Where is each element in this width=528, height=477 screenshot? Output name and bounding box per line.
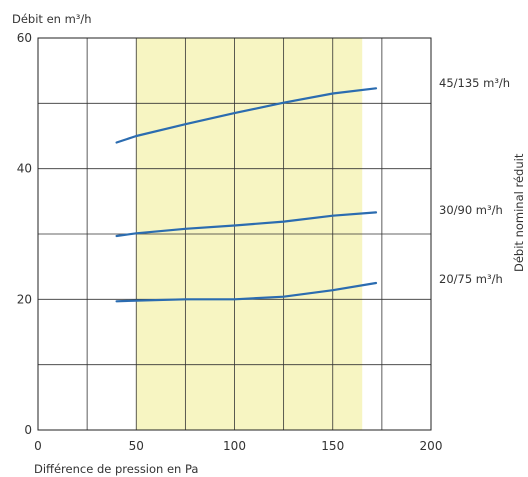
y-axis-label: Débit en m³/h — [12, 12, 92, 26]
right-axis-label: Débit nominal réduit — [512, 153, 526, 272]
series-line — [115, 87, 378, 144]
y-tick-label: 40 — [17, 162, 32, 176]
gridlines — [37, 37, 432, 431]
x-tick-label: 150 — [321, 439, 344, 453]
series-lines — [115, 87, 378, 303]
plot-frame — [37, 37, 432, 431]
series-label: 45/135 m³/h — [439, 76, 510, 90]
x-tick-labels: 0 50 100 150 200 — [34, 439, 442, 453]
y-tick-label: 20 — [17, 292, 32, 306]
x-axis-label: Différence de pression en Pa — [34, 462, 198, 476]
x-tick-label: 0 — [34, 439, 42, 453]
series-line — [115, 281, 378, 303]
x-tick-label: 100 — [223, 439, 246, 453]
series-label: 30/90 m³/h — [439, 203, 503, 217]
y-tick-label: 0 — [24, 423, 32, 437]
x-tick-label: 200 — [420, 439, 443, 453]
x-tick-label: 50 — [129, 439, 144, 453]
series-labels: 45/135 m³/h 30/90 m³/h 20/75 m³/h — [439, 76, 510, 286]
series-label: 20/75 m³/h — [439, 272, 503, 286]
y-tick-label: 60 — [17, 31, 32, 45]
y-tick-labels: 0 20 40 60 — [17, 31, 32, 437]
series-line — [115, 211, 378, 238]
